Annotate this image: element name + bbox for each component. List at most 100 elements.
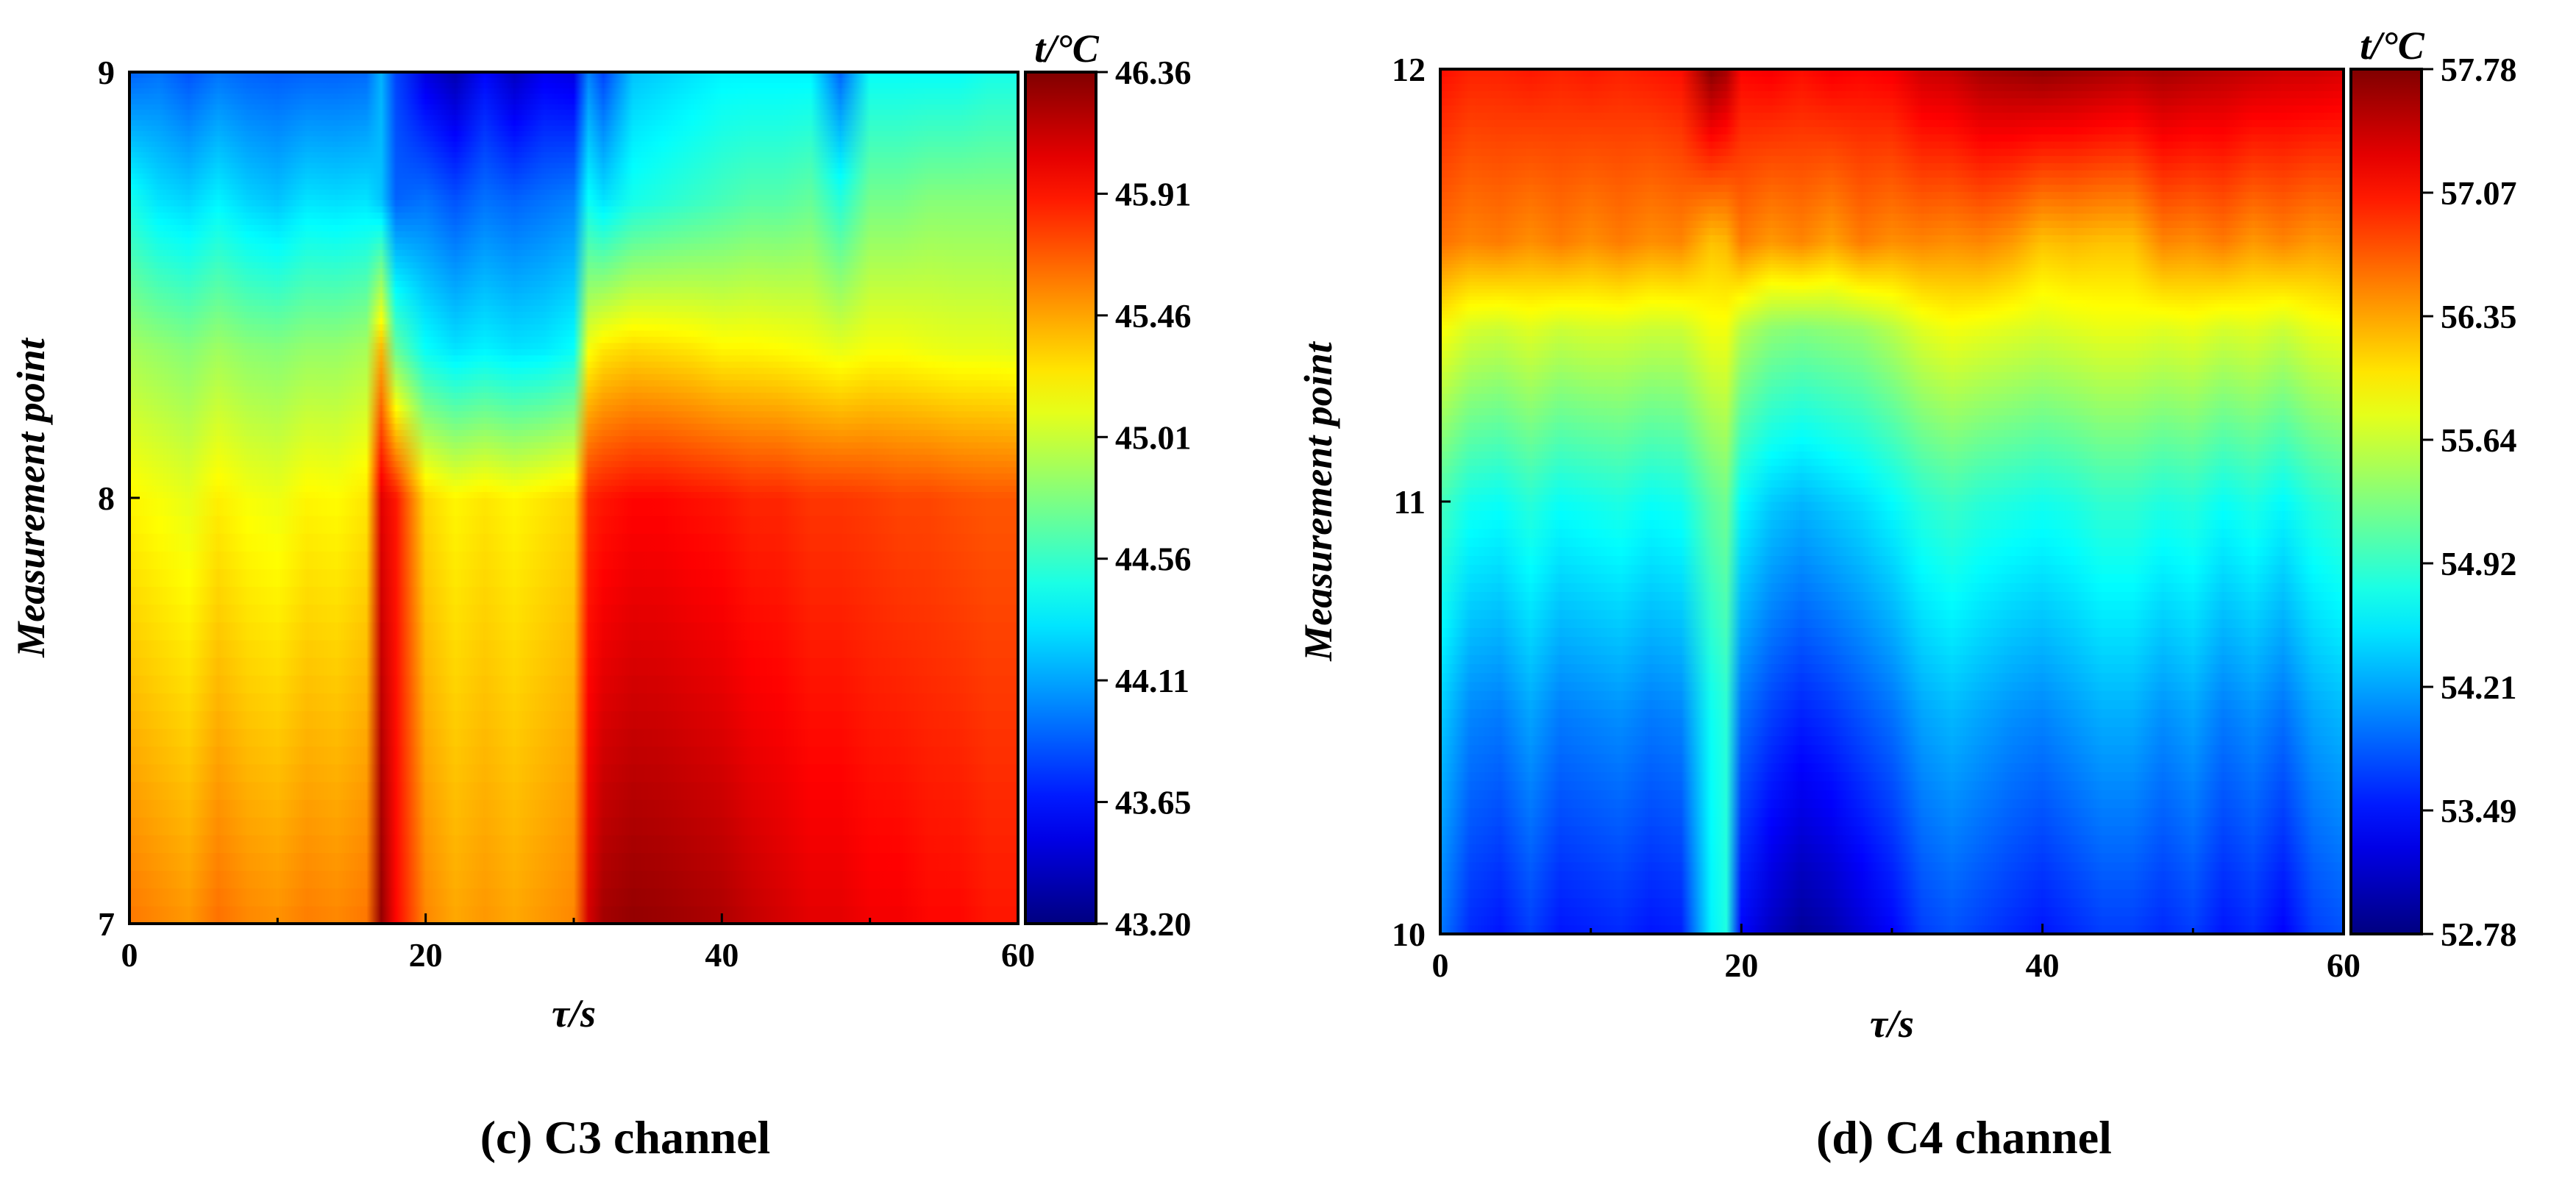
panel-caption: (d) C4 channel	[1816, 1111, 2112, 1163]
heatmap-cell	[129, 124, 1018, 132]
heatmap-cell	[129, 119, 1018, 126]
heatmap-cell	[1440, 371, 2344, 379]
heatmap-cell	[129, 82, 1018, 89]
heatmap-cell	[1440, 546, 2344, 556]
heatmap-cell	[129, 188, 1018, 195]
heatmap-cell	[129, 243, 1018, 250]
heatmap-cell	[129, 354, 1018, 362]
heatmap-cell	[129, 348, 1018, 356]
heatmap-cell	[1440, 726, 2344, 736]
heatmap-cell	[1440, 274, 2344, 279]
heatmap-panel-c: 0 20 40 60 7 8 9 τ/s Measurement point 46.36 45.91…	[9, 26, 1192, 1163]
heatmap-cell	[129, 379, 1018, 387]
heatmap-cell	[1440, 429, 2344, 438]
heatmap-cell	[1440, 119, 2344, 127]
heatmap-cell	[129, 781, 1018, 800]
heatmap-cell	[129, 466, 1018, 474]
x-tick-label: 60	[1001, 936, 1035, 974]
heatmap-cell	[1440, 654, 2344, 664]
y-tick-label: 12	[1392, 51, 1426, 88]
heatmap-cell	[1440, 112, 2344, 121]
heatmap-cell	[129, 674, 1018, 693]
heatmap-cell	[1440, 493, 2344, 502]
heatmap-cell	[129, 454, 1018, 461]
heatmap-cell	[1440, 699, 2344, 710]
heatmap-cell	[129, 360, 1018, 368]
colorbar-tick-label: 56.35	[2441, 298, 2517, 335]
heatmap-cell	[1440, 176, 2344, 185]
heatmap-cell	[129, 292, 1018, 300]
heatmap-cell	[129, 167, 1018, 174]
heatmap-cell	[1440, 385, 2344, 394]
heatmap-cell	[1440, 744, 2344, 755]
heatmap-cell	[129, 162, 1018, 168]
heatmap-cell	[129, 279, 1018, 288]
heatmap-cell	[1440, 486, 2344, 495]
heatmap-cell	[129, 398, 1018, 405]
heatmap-cell	[1440, 104, 2344, 113]
heatmap-cell	[129, 135, 1018, 142]
heatmap-cell	[1440, 227, 2344, 235]
heatmap-cell	[1440, 220, 2344, 229]
heatmap-cell	[129, 441, 1018, 449]
heatmap-cell	[129, 151, 1018, 158]
heatmap-cell	[1440, 213, 2344, 221]
heatmap-cell	[129, 568, 1018, 588]
x-tick-label: 20	[409, 936, 443, 974]
colorbar-tick-label: 57.07	[2441, 174, 2517, 212]
heatmap-cell	[129, 497, 1018, 516]
heatmap-cell	[1440, 205, 2344, 214]
colorbar-tick-label: 45.46	[1115, 297, 1192, 335]
heatmap-cell	[1440, 519, 2344, 529]
heatmap-cell	[129, 550, 1018, 569]
y-tick-label: 7	[98, 905, 115, 943]
heatmap-cell	[129, 93, 1018, 99]
heatmap-cell	[1440, 97, 2344, 106]
heatmap-cell	[1440, 296, 2344, 301]
heatmap-cell	[1440, 816, 2344, 827]
x-tick-label: 0	[121, 936, 138, 974]
heatmap-cell	[129, 76, 1018, 83]
heatmap-cell	[1440, 357, 2344, 365]
colorbar-tick-label: 55.64	[2441, 421, 2517, 459]
heatmap-cell	[129, 816, 1018, 835]
heatmap-cell	[1440, 897, 2344, 907]
heatmap-cell	[1440, 407, 2344, 416]
heatmap-cell	[1440, 133, 2344, 142]
heatmap-cell	[129, 423, 1018, 430]
heatmap-cell	[129, 103, 1018, 110]
heatmap-cell	[129, 479, 1018, 486]
colorbar-tick-label: 46.36	[1115, 54, 1192, 91]
heatmap-cell	[1440, 537, 2344, 547]
heatmap-cell	[1440, 501, 2344, 511]
heatmap-cell	[1440, 735, 2344, 746]
heatmap-cell	[1440, 393, 2344, 402]
heatmap-cell	[1440, 83, 2344, 91]
heatmap-cell	[1440, 762, 2344, 772]
heatmap-cell	[1440, 681, 2344, 691]
heatmap-cell	[129, 218, 1018, 225]
heatmap-cell	[129, 157, 1018, 163]
heatmap-cell	[1440, 771, 2344, 782]
heatmap-cell	[129, 515, 1018, 534]
heatmap-cell	[1440, 90, 2344, 99]
heatmap-cell	[129, 183, 1018, 190]
panel-caption: (c) C3 channel	[480, 1111, 771, 1163]
heatmap-cell	[1440, 780, 2344, 791]
heatmap-cell	[1440, 457, 2344, 466]
heatmap-cell	[1440, 888, 2344, 899]
heatmap-cell	[1440, 241, 2344, 246]
heatmap-cell	[129, 888, 1018, 907]
heatmap-cell	[129, 342, 1018, 349]
heatmap-cell	[129, 114, 1018, 121]
heatmap-cell	[129, 532, 1018, 552]
heatmap-cell	[1440, 555, 2344, 566]
heatmap-cell	[1440, 510, 2344, 520]
heatmap-cell	[129, 447, 1018, 455]
heatmap-cell	[1440, 310, 2344, 315]
heatmap-cell	[1440, 342, 2344, 351]
heatmap-cell	[1440, 321, 2344, 326]
heatmap-cell	[129, 299, 1018, 306]
heatmap-cell	[129, 385, 1018, 393]
heatmap-cell	[1440, 277, 2344, 282]
